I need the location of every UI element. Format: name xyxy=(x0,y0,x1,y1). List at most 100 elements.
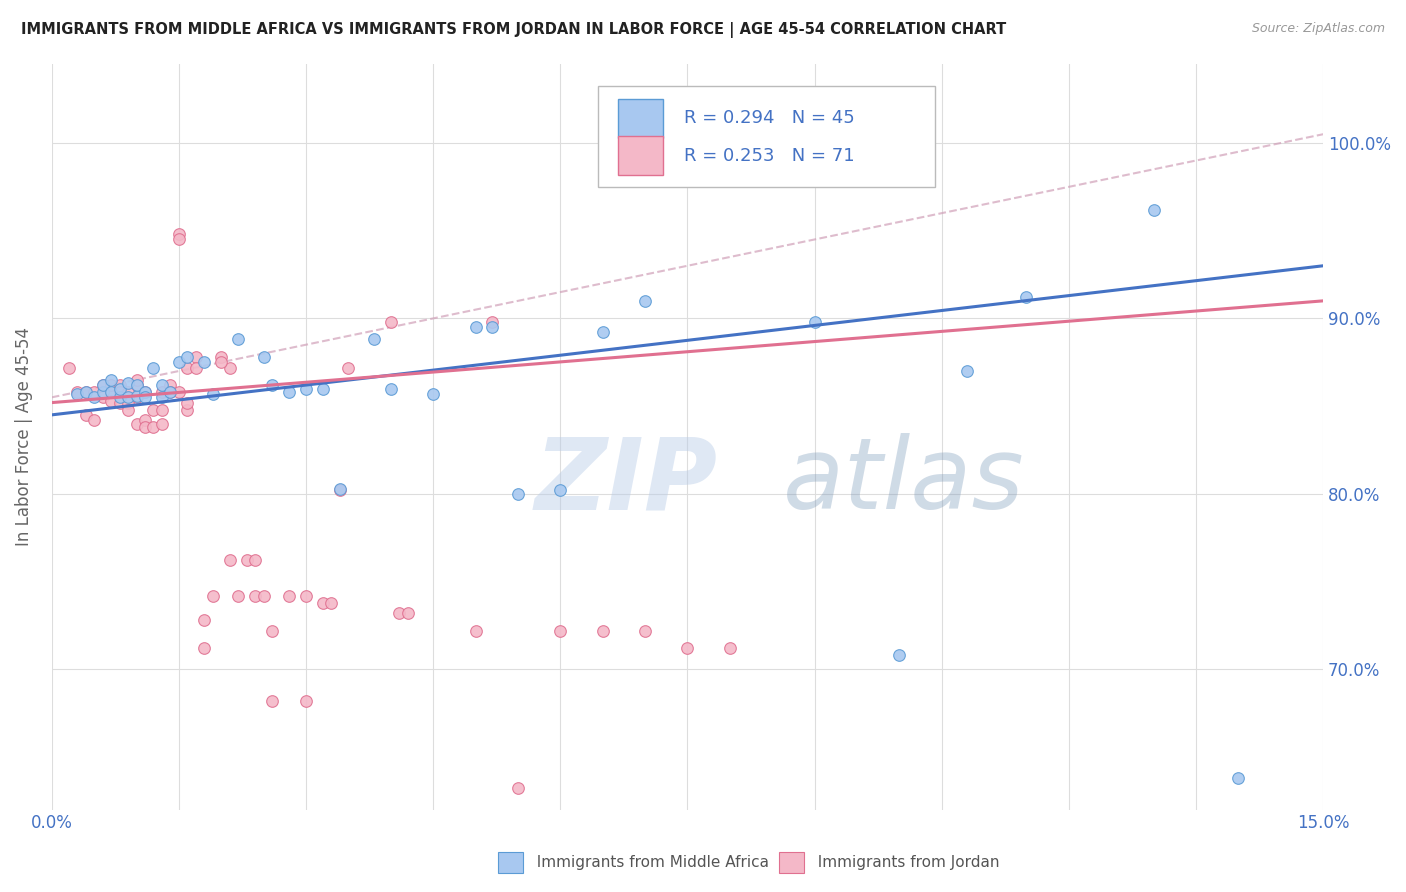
Point xyxy=(550,483,572,498)
Text: ZIP: ZIP xyxy=(534,433,718,530)
Point xyxy=(167,385,190,400)
Point xyxy=(91,378,114,392)
Point xyxy=(142,402,165,417)
Point xyxy=(100,393,122,408)
Text: R = 0.294   N = 45: R = 0.294 N = 45 xyxy=(683,110,855,128)
Text: IMMIGRANTS FROM MIDDLE AFRICA VS IMMIGRANTS FROM JORDAN IN LABOR FORCE | AGE 45-: IMMIGRANTS FROM MIDDLE AFRICA VS IMMIGRA… xyxy=(21,22,1007,38)
Point xyxy=(506,781,529,796)
Point xyxy=(83,413,105,427)
Point xyxy=(176,360,198,375)
Point xyxy=(481,320,503,334)
Point xyxy=(481,315,503,329)
Point xyxy=(58,360,80,375)
Point xyxy=(218,360,240,375)
Point xyxy=(550,624,572,638)
Point xyxy=(262,378,284,392)
Point xyxy=(592,326,614,340)
Point xyxy=(167,355,190,369)
Point xyxy=(176,395,198,409)
Point xyxy=(150,402,173,417)
Point xyxy=(243,553,266,567)
Point xyxy=(176,402,198,417)
Point xyxy=(956,364,979,378)
Point xyxy=(83,385,105,400)
Point xyxy=(201,387,224,401)
Point xyxy=(592,624,614,638)
Point xyxy=(803,315,825,329)
FancyBboxPatch shape xyxy=(617,99,664,138)
Point xyxy=(108,382,131,396)
Point xyxy=(235,553,257,567)
Point xyxy=(226,589,249,603)
Point xyxy=(506,487,529,501)
Point xyxy=(117,402,139,417)
Point xyxy=(117,385,139,400)
Point xyxy=(75,408,97,422)
Point xyxy=(209,350,232,364)
Point xyxy=(134,420,156,434)
Point xyxy=(889,648,911,663)
Point xyxy=(142,360,165,375)
Point xyxy=(159,385,181,400)
Point xyxy=(159,385,181,400)
Point xyxy=(108,385,131,400)
Text: atlas: atlas xyxy=(783,433,1025,530)
Point xyxy=(464,320,486,334)
Point xyxy=(201,589,224,603)
Point xyxy=(184,360,207,375)
Point xyxy=(83,390,105,404)
Point xyxy=(295,694,318,708)
Point xyxy=(117,395,139,409)
Point xyxy=(380,382,402,396)
Point xyxy=(464,624,486,638)
Point xyxy=(1142,202,1164,217)
Point xyxy=(1015,290,1038,304)
Point xyxy=(295,589,318,603)
Point xyxy=(134,413,156,427)
Point xyxy=(100,385,122,400)
Point xyxy=(253,589,276,603)
Text: Source: ZipAtlas.com: Source: ZipAtlas.com xyxy=(1251,22,1385,36)
Point xyxy=(108,390,131,404)
Point xyxy=(243,589,266,603)
Point xyxy=(363,333,385,347)
Point xyxy=(226,333,249,347)
Point xyxy=(125,373,148,387)
Point xyxy=(66,387,89,401)
Point xyxy=(91,390,114,404)
Point xyxy=(125,390,148,404)
Point xyxy=(262,694,284,708)
Point xyxy=(100,373,122,387)
Point xyxy=(91,385,114,400)
Point xyxy=(150,385,173,400)
Point xyxy=(91,378,114,392)
Point xyxy=(262,624,284,638)
Point xyxy=(134,385,156,400)
Point xyxy=(193,613,215,627)
Point xyxy=(278,385,301,400)
Text: R = 0.253   N = 71: R = 0.253 N = 71 xyxy=(683,147,855,165)
Point xyxy=(634,624,657,638)
Point xyxy=(134,385,156,400)
Point xyxy=(329,482,352,496)
Point xyxy=(125,378,148,392)
Point xyxy=(75,385,97,400)
Point xyxy=(396,606,419,620)
Point xyxy=(108,395,131,409)
Point xyxy=(312,596,335,610)
Point xyxy=(167,227,190,242)
Point xyxy=(125,378,148,392)
Point xyxy=(184,350,207,364)
Point xyxy=(1227,771,1250,785)
Point xyxy=(253,350,276,364)
Point xyxy=(75,385,97,400)
Point xyxy=(125,388,148,402)
Text: Immigrants from Middle Africa: Immigrants from Middle Africa xyxy=(527,855,769,870)
FancyBboxPatch shape xyxy=(599,87,935,187)
Point xyxy=(159,378,181,392)
Point xyxy=(388,606,411,620)
Point xyxy=(718,641,741,656)
Text: Immigrants from Jordan: Immigrants from Jordan xyxy=(808,855,1000,870)
Point xyxy=(150,378,173,392)
Point xyxy=(193,641,215,656)
